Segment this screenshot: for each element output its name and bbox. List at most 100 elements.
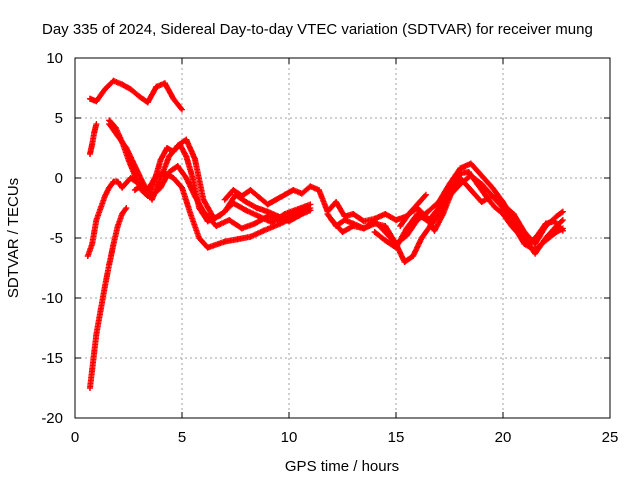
data-point <box>187 211 194 217</box>
data-point <box>559 208 566 215</box>
data-point <box>401 259 408 265</box>
data-point <box>307 205 314 211</box>
data-point <box>286 218 292 225</box>
data-point <box>97 307 104 313</box>
data-point <box>478 199 485 205</box>
data-point <box>303 206 310 213</box>
data-point <box>86 247 93 253</box>
data-point <box>234 236 241 243</box>
data-point-segment <box>106 242 117 268</box>
data-point <box>183 175 190 181</box>
data-point <box>221 208 228 215</box>
data-point <box>290 187 297 193</box>
data-point <box>89 241 96 247</box>
data-point <box>93 98 100 105</box>
data-point <box>131 163 138 169</box>
y-tick-label: -10 <box>41 290 63 307</box>
data-point <box>144 99 151 106</box>
axis-ticks <box>74 57 611 419</box>
data-point <box>551 218 558 225</box>
data-point <box>140 181 147 187</box>
data-point <box>131 187 138 193</box>
data-point <box>542 237 549 244</box>
data-point <box>281 191 288 198</box>
data-point <box>86 385 93 391</box>
data-point <box>251 220 258 227</box>
data-point <box>189 175 196 181</box>
data-point <box>298 190 305 197</box>
data-point <box>86 95 93 102</box>
data-point <box>91 349 98 355</box>
data-point <box>489 193 496 199</box>
data-point <box>179 106 185 113</box>
series-trace-7 <box>131 163 310 232</box>
data-point <box>405 211 412 217</box>
data-point <box>191 155 198 162</box>
data-point <box>525 242 532 249</box>
data-point <box>382 237 389 244</box>
data-point <box>393 244 399 251</box>
data-point <box>467 160 474 167</box>
chart-title: Day 335 of 2024, Sidereal Day-to-day VTE… <box>42 21 593 38</box>
x-tick-label: 20 <box>495 429 512 446</box>
data-point <box>422 213 429 220</box>
data-point <box>191 193 198 199</box>
x-tick-labels: 0 5 10 15 20 25 <box>71 429 619 446</box>
data-point <box>440 211 447 217</box>
data-point <box>277 217 284 223</box>
data-point <box>151 178 158 185</box>
data-point <box>264 201 271 208</box>
data-point <box>84 253 91 259</box>
data-point <box>230 187 237 193</box>
data-point <box>510 211 517 217</box>
data-point <box>307 183 314 190</box>
data-point <box>123 205 130 211</box>
series-trace-1 <box>86 77 185 113</box>
data-point <box>542 220 549 227</box>
data-point <box>106 121 113 127</box>
data-point <box>114 133 121 139</box>
data-point <box>500 211 506 217</box>
data-point <box>467 187 474 193</box>
data-point <box>397 223 404 229</box>
data-point <box>114 223 121 229</box>
data-point <box>431 227 438 234</box>
data-point <box>183 153 190 160</box>
data-point <box>324 211 331 217</box>
x-tick-label: 0 <box>71 429 79 446</box>
data-point <box>425 208 432 215</box>
data-point <box>89 141 96 148</box>
data-point <box>360 218 367 225</box>
data-point <box>339 229 346 235</box>
y-tick-label: -5 <box>50 230 63 247</box>
data-point <box>119 81 126 88</box>
series-trace-4 <box>86 121 100 157</box>
data-point <box>521 229 528 235</box>
data-point <box>273 196 280 203</box>
data-point <box>360 225 367 232</box>
data-series <box>84 77 566 391</box>
series-trace-6 <box>106 121 314 225</box>
data-point <box>166 153 173 160</box>
y-tick-label: -15 <box>41 350 63 367</box>
data-point <box>414 211 421 217</box>
data-point <box>243 199 250 205</box>
data-point <box>500 201 506 208</box>
data-point <box>247 187 254 193</box>
y-tick-label: 5 <box>55 110 63 127</box>
data-point <box>200 208 207 215</box>
data-point <box>238 225 245 232</box>
data-point <box>315 187 322 193</box>
data-point <box>213 223 220 229</box>
data-point <box>382 223 389 229</box>
y-tick-label: -20 <box>41 410 63 427</box>
data-point <box>418 235 425 241</box>
series-trace-3 <box>86 205 130 391</box>
data-point <box>93 121 100 127</box>
data-point <box>89 367 96 373</box>
series-trace-12 <box>397 169 566 249</box>
data-point <box>174 163 181 169</box>
data-point <box>119 211 126 217</box>
data-point <box>93 331 100 337</box>
data-point <box>110 241 117 247</box>
